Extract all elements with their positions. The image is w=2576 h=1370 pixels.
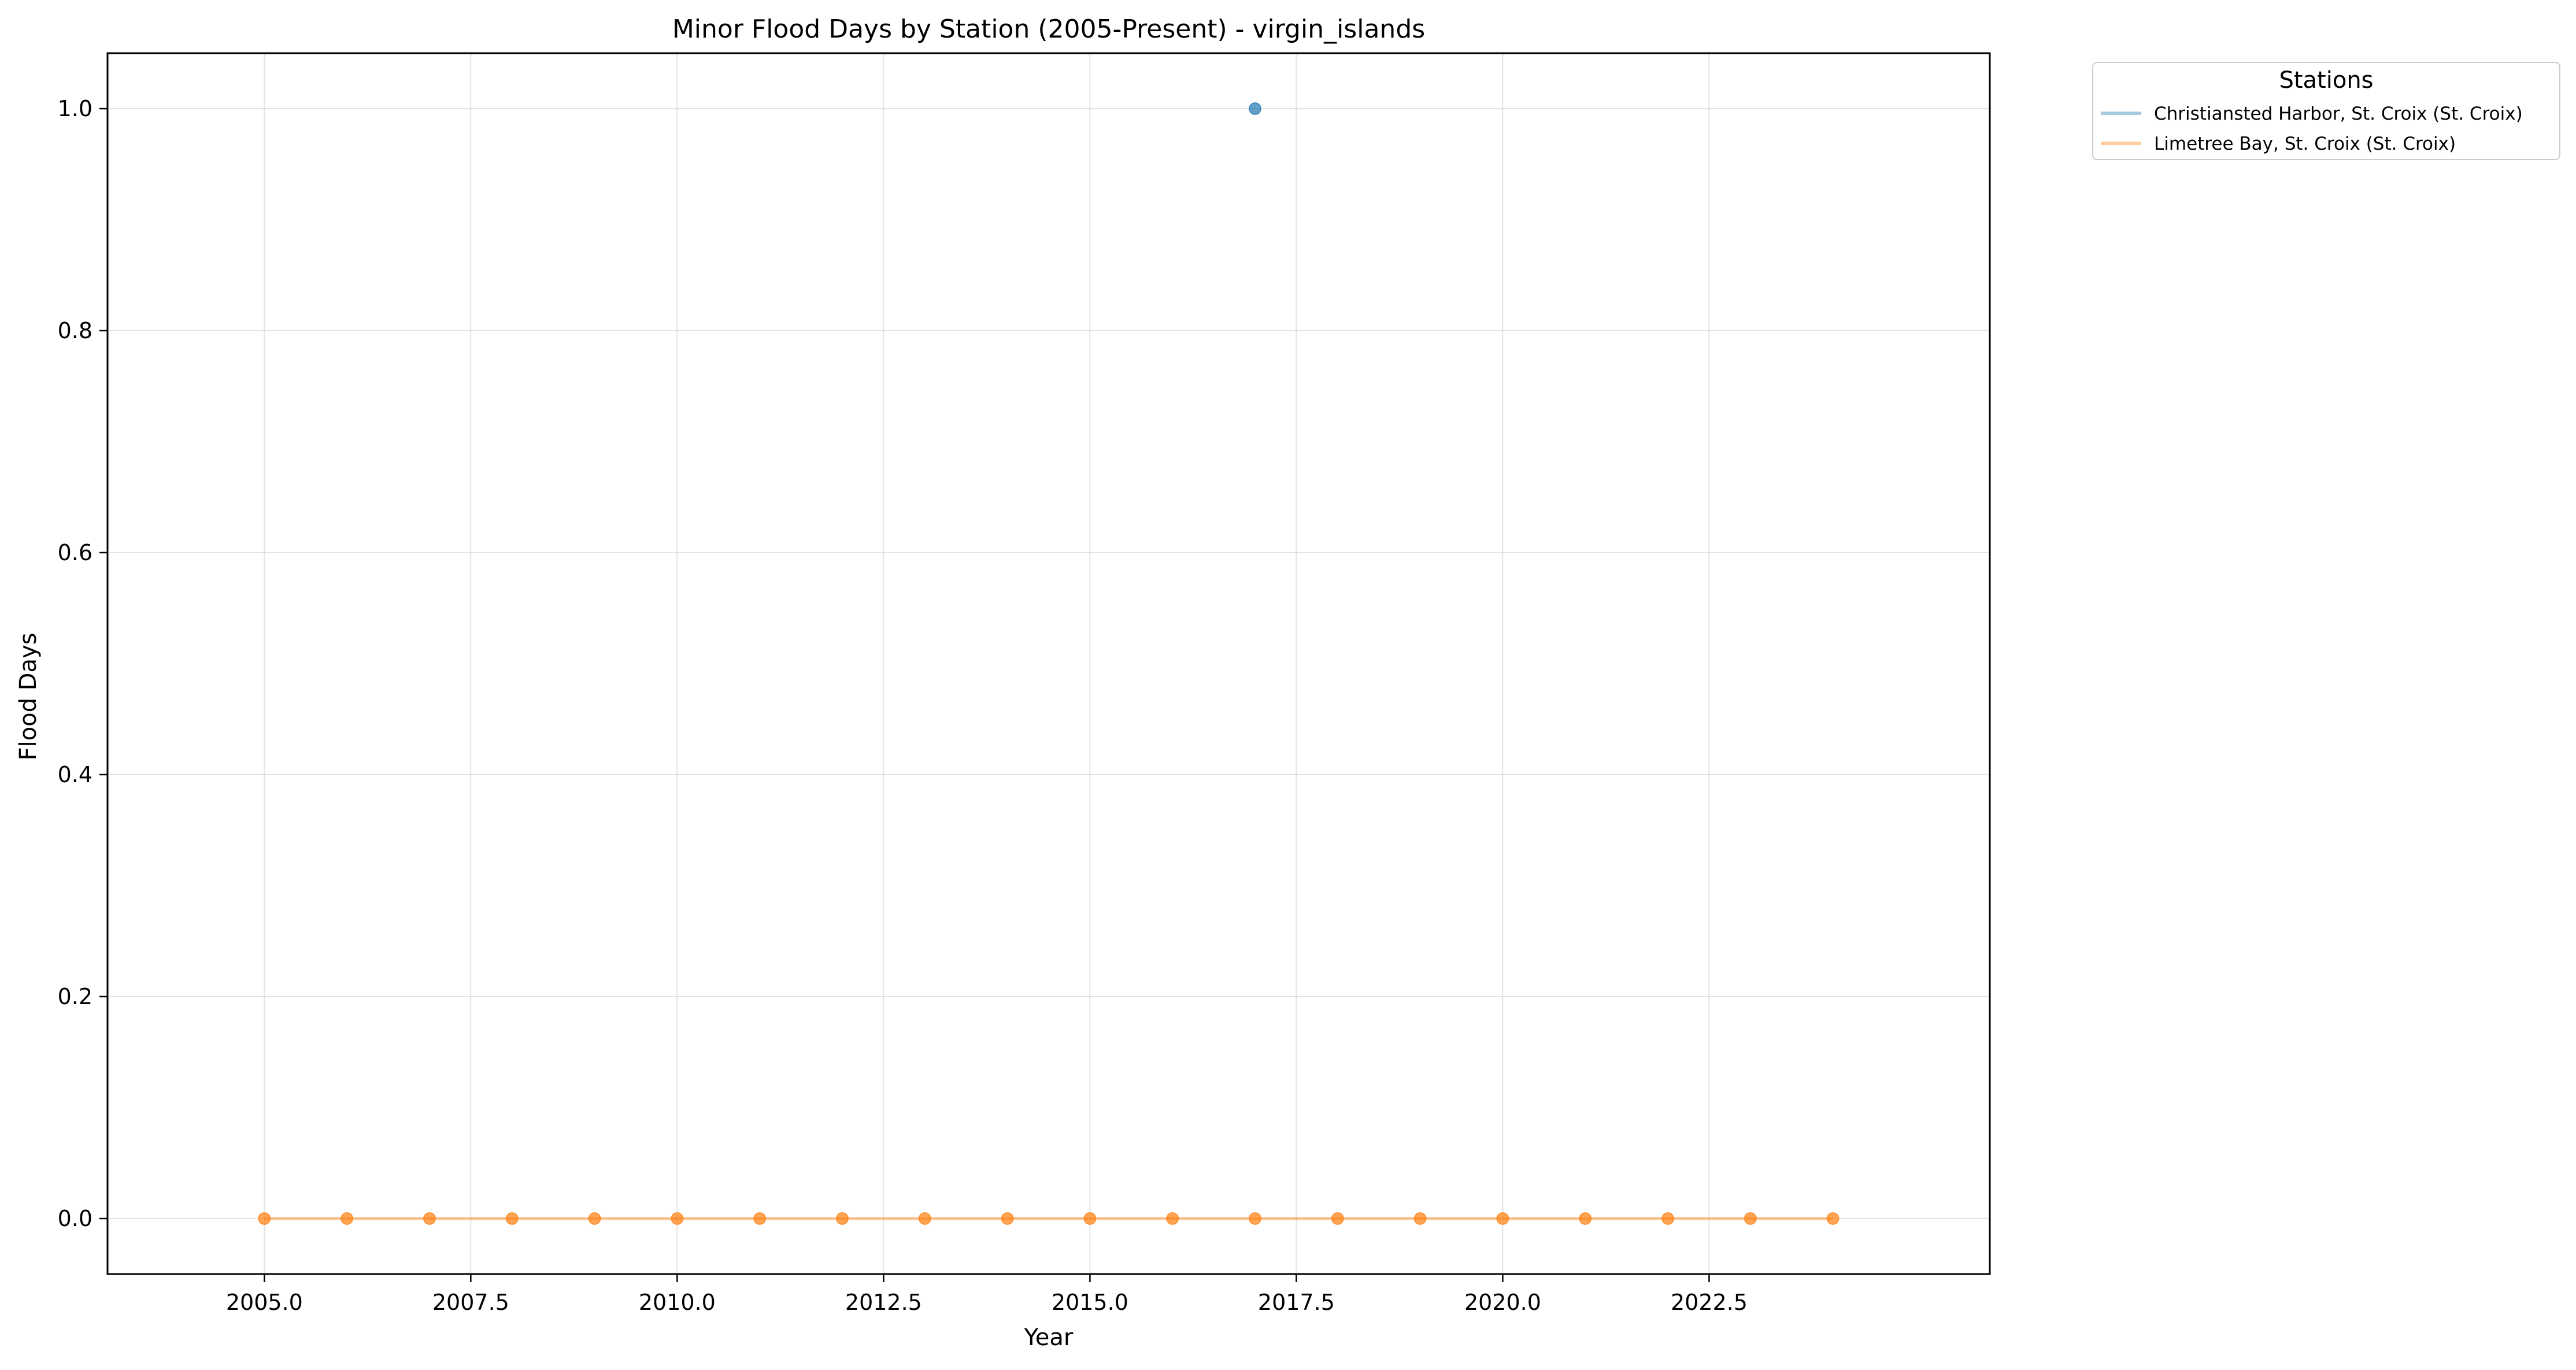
data-point (1413, 1212, 1427, 1225)
data-point (753, 1212, 767, 1225)
x-tick-label: 2017.5 (1258, 1290, 1335, 1315)
chart-title: Minor Flood Days by Station (2005-Presen… (672, 14, 1425, 44)
plot-frame (106, 52, 1991, 1275)
y-tick-label: 0.6 (58, 540, 92, 565)
data-point (340, 1212, 354, 1225)
data-point (671, 1212, 684, 1225)
x-tick-label: 2007.5 (432, 1290, 509, 1315)
data-point (1331, 1212, 1344, 1225)
legend: Stations Christiansted Harbor, St. Croix… (2092, 62, 2560, 160)
legend-box (2092, 62, 2560, 160)
legend-title: Stations (2279, 67, 2373, 94)
data-point (505, 1212, 519, 1225)
y-tick-label: 0.2 (58, 984, 92, 1009)
x-tick-label: 2022.5 (1671, 1290, 1748, 1315)
x-tick-label: 2015.0 (1052, 1290, 1128, 1315)
x-tick-label: 2005.0 (226, 1290, 303, 1315)
x-axis-label: Year (1024, 1324, 1074, 1351)
data-point (918, 1212, 931, 1225)
legend-label: Christiansted Harbor, St. Croix (St. Cro… (2154, 103, 2523, 124)
data-point (1166, 1212, 1179, 1225)
grid (108, 53, 1990, 1274)
data-point (1249, 102, 1262, 115)
y-axis-label: Flood Days (15, 633, 42, 761)
y-tick-label: 0.8 (58, 318, 92, 343)
data-point (423, 1212, 436, 1225)
data-point (1579, 1212, 1592, 1225)
data-point (1001, 1212, 1014, 1225)
data-point (1083, 1212, 1097, 1225)
series-2 (258, 1212, 1840, 1225)
series-group (258, 102, 1840, 1225)
data-point (258, 1212, 271, 1225)
y-tick-label: 1.0 (58, 96, 92, 121)
data-point (1826, 1212, 1840, 1225)
legend-items: Christiansted Harbor, St. Croix (St. Cro… (2101, 103, 2523, 154)
x-tick-label: 2012.5 (845, 1290, 922, 1315)
data-point (1744, 1212, 1757, 1225)
series-1 (1249, 102, 1262, 115)
data-point (1249, 1212, 1262, 1225)
legend-label: Limetree Bay, St. Croix (St. Croix) (2154, 134, 2456, 154)
data-point (835, 1212, 849, 1225)
x-tick-label: 2010.0 (639, 1290, 716, 1315)
data-point (588, 1212, 601, 1225)
data-point (1661, 1212, 1675, 1225)
axes: 2005.0 2007.5 2010.0 2012.5 2015.0 2017.5 2020… (58, 52, 1991, 1315)
x-tick-label: 2020.0 (1464, 1290, 1541, 1315)
data-point (1496, 1212, 1509, 1225)
y-tick-label: 0.4 (58, 762, 92, 787)
y-tick-label: 0.0 (58, 1206, 92, 1231)
